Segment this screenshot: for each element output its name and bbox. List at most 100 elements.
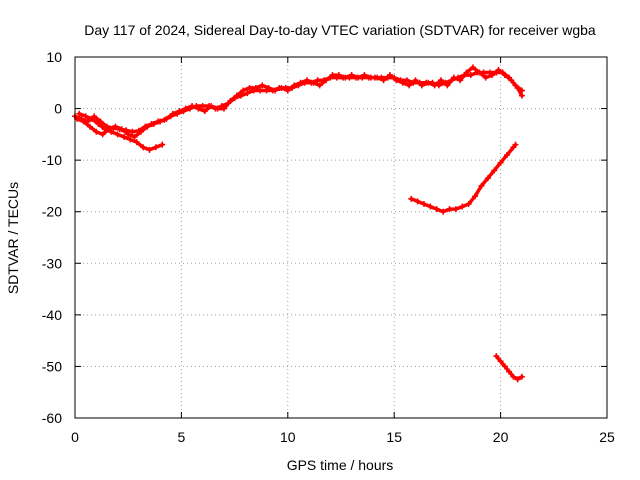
data-point <box>355 74 362 81</box>
data-point <box>112 123 119 130</box>
data-point <box>399 79 406 86</box>
data-point <box>82 113 89 120</box>
data-point <box>140 144 147 151</box>
data-point <box>176 108 183 115</box>
data-point <box>459 203 466 210</box>
y-tick-label: -30 <box>42 255 62 271</box>
y-tick-label: -40 <box>42 307 62 323</box>
data-point <box>252 84 259 91</box>
x-tick-label: 0 <box>71 429 79 445</box>
data-point <box>512 141 519 148</box>
data-point <box>467 72 474 79</box>
data-point <box>137 128 144 135</box>
data-point <box>265 84 272 91</box>
data-point <box>233 92 240 99</box>
data-point <box>329 72 336 79</box>
data-point <box>484 175 491 182</box>
data-point <box>427 203 434 210</box>
data-point <box>425 79 432 86</box>
data-point <box>240 87 247 94</box>
series-trace <box>73 70 524 134</box>
data-point <box>99 131 106 138</box>
series-late-arc-1 <box>408 141 519 215</box>
data-point <box>506 368 513 375</box>
y-tick-label: -60 <box>42 410 62 426</box>
data-point <box>208 102 215 109</box>
data-point <box>452 206 459 213</box>
data-point <box>431 82 438 89</box>
y-tick-label: 0 <box>54 101 62 117</box>
data-point <box>272 87 279 94</box>
data-point <box>189 102 196 109</box>
data-point <box>508 77 515 84</box>
data-point <box>412 77 419 84</box>
data-point <box>199 102 206 109</box>
data-point <box>420 200 427 207</box>
data-point <box>367 74 374 81</box>
data-point <box>133 139 140 146</box>
x-tick-label: 5 <box>178 429 186 445</box>
data-point <box>433 206 440 213</box>
data-point <box>157 118 164 125</box>
data-point <box>314 77 321 84</box>
data-point <box>501 72 508 79</box>
data-point <box>257 87 264 94</box>
data-point <box>118 126 125 133</box>
data-point <box>106 126 113 133</box>
y-axis-label: SDTVAR / TECUs <box>5 182 21 294</box>
data-point <box>129 128 136 135</box>
y-tick-label: -50 <box>42 358 62 374</box>
data-point <box>393 77 400 84</box>
y-tick-label: -10 <box>42 152 62 168</box>
data-point <box>482 74 489 81</box>
data-point <box>518 92 525 99</box>
data-point <box>374 74 381 81</box>
data-point <box>76 110 83 117</box>
data-point <box>284 87 291 94</box>
data-point <box>246 84 253 91</box>
data-point <box>514 376 521 383</box>
series-early-arc-c <box>74 64 525 140</box>
series-early-arc-b <box>76 110 166 153</box>
data-point <box>476 69 483 76</box>
chart-title: Day 117 of 2024, Sidereal Day-to-day VTE… <box>84 22 596 38</box>
data-point <box>114 131 121 138</box>
data-point <box>386 72 393 79</box>
data-point <box>514 84 521 91</box>
y-tick-label: 10 <box>46 49 62 65</box>
data-point <box>214 105 221 112</box>
data-points <box>72 64 525 383</box>
data-point <box>457 77 464 84</box>
data-point <box>150 121 157 128</box>
data-point <box>469 64 476 71</box>
data-point <box>182 105 189 112</box>
data-point <box>361 72 368 79</box>
data-point <box>335 72 342 79</box>
data-point <box>518 373 525 380</box>
data-point <box>450 74 457 81</box>
data-point <box>291 82 298 89</box>
data-point <box>93 128 100 135</box>
data-point <box>408 195 415 202</box>
data-point <box>497 358 504 365</box>
data-point <box>159 141 166 148</box>
data-point <box>220 105 227 112</box>
data-point <box>414 198 421 205</box>
data-point <box>472 193 479 200</box>
data-point <box>493 353 500 360</box>
data-point <box>86 123 93 130</box>
data-point <box>163 115 170 122</box>
x-tick-label: 15 <box>386 429 402 445</box>
data-point <box>259 82 266 89</box>
grid <box>75 57 607 418</box>
data-point <box>497 159 504 166</box>
data-point <box>418 82 425 89</box>
data-point <box>125 131 132 138</box>
data-point <box>316 82 323 89</box>
x-axis-label: GPS time / hours <box>287 457 394 473</box>
data-point <box>195 105 202 112</box>
data-point <box>323 77 330 84</box>
data-point <box>169 110 176 117</box>
data-point <box>152 144 159 151</box>
